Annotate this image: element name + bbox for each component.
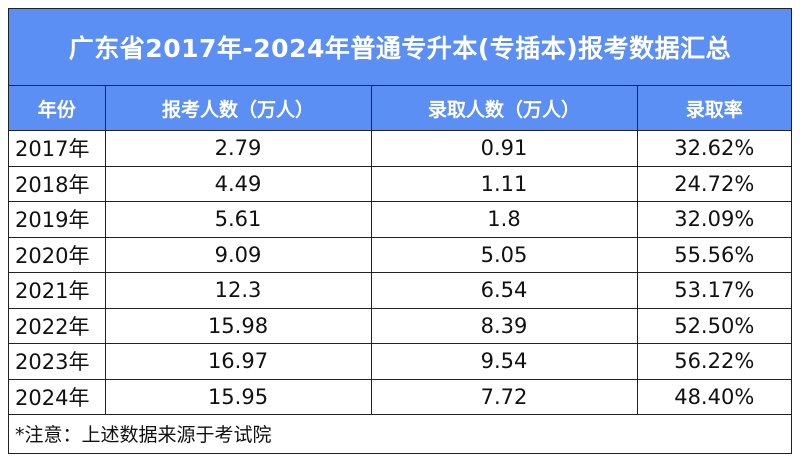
- cell-rate: 56.22%: [637, 343, 791, 380]
- cell-applicants: 15.98: [105, 308, 372, 344]
- table-row: 2023年 16.97 9.54 56.22%: [9, 343, 791, 380]
- data-table-card: 广东省2017年-2024年普通专升本(专插本)报考数据汇总 年份 报考人数（万…: [8, 8, 792, 454]
- table-row: 2020年 9.09 5.05 55.56%: [9, 237, 791, 273]
- cell-year: 2021年: [9, 272, 106, 309]
- cell-year: 2018年: [9, 166, 106, 202]
- header-applicants: 报考人数（万人）: [105, 86, 372, 131]
- table-row: 2017年 2.79 0.91 32.62%: [9, 130, 791, 167]
- header-row: 年份 报考人数（万人） 录取人数（万人） 录取率: [9, 86, 791, 131]
- cell-rate: 32.62%: [637, 130, 791, 167]
- cell-rate: 55.56%: [637, 237, 791, 273]
- header-admitted: 录取人数（万人）: [371, 86, 638, 131]
- cell-applicants: 16.97: [105, 343, 372, 380]
- cell-rate: 24.72%: [637, 166, 791, 202]
- admission-table: 年份 报考人数（万人） 录取人数（万人） 录取率 2017年 2.79 0.91…: [9, 86, 791, 415]
- table-row: 2021年 12.3 6.54 53.17%: [9, 272, 791, 309]
- cell-admitted: 0.91: [371, 130, 638, 167]
- header-year: 年份: [9, 86, 106, 131]
- cell-admitted: 1.11: [371, 166, 638, 202]
- cell-admitted: 7.72: [371, 379, 638, 415]
- cell-year: 2020年: [9, 237, 106, 273]
- table-row: 2024年 15.95 7.72 48.40%: [9, 379, 791, 415]
- cell-applicants: 9.09: [105, 237, 372, 273]
- cell-applicants: 2.79: [105, 130, 372, 167]
- header-admission-rate: 录取率: [637, 86, 791, 131]
- cell-admitted: 8.39: [371, 308, 638, 344]
- table-row: 2022年 15.98 8.39 52.50%: [9, 308, 791, 344]
- table-row: 2019年 5.61 1.8 32.09%: [9, 201, 791, 238]
- cell-applicants: 4.49: [105, 166, 372, 202]
- cell-year: 2017年: [9, 130, 106, 167]
- cell-year: 2024年: [9, 379, 106, 415]
- cell-admitted: 1.8: [371, 201, 638, 238]
- cell-year: 2023年: [9, 343, 106, 380]
- cell-year: 2022年: [9, 308, 106, 344]
- cell-applicants: 12.3: [105, 272, 372, 309]
- cell-year: 2019年: [9, 201, 106, 238]
- cell-admitted: 6.54: [371, 272, 638, 309]
- cell-applicants: 15.95: [105, 379, 372, 415]
- table-title: 广东省2017年-2024年普通专升本(专插本)报考数据汇总: [9, 9, 791, 86]
- source-note: *注意：上述数据来源于考试院: [15, 423, 272, 446]
- cell-applicants: 5.61: [105, 201, 372, 238]
- table-row: 2018年 4.49 1.11 24.72%: [9, 166, 791, 202]
- cell-admitted: 9.54: [371, 343, 638, 380]
- cell-rate: 52.50%: [637, 308, 791, 344]
- cell-rate: 53.17%: [637, 272, 791, 309]
- cell-rate: 32.09%: [637, 201, 791, 238]
- cell-admitted: 5.05: [371, 237, 638, 273]
- cell-rate: 48.40%: [637, 379, 791, 415]
